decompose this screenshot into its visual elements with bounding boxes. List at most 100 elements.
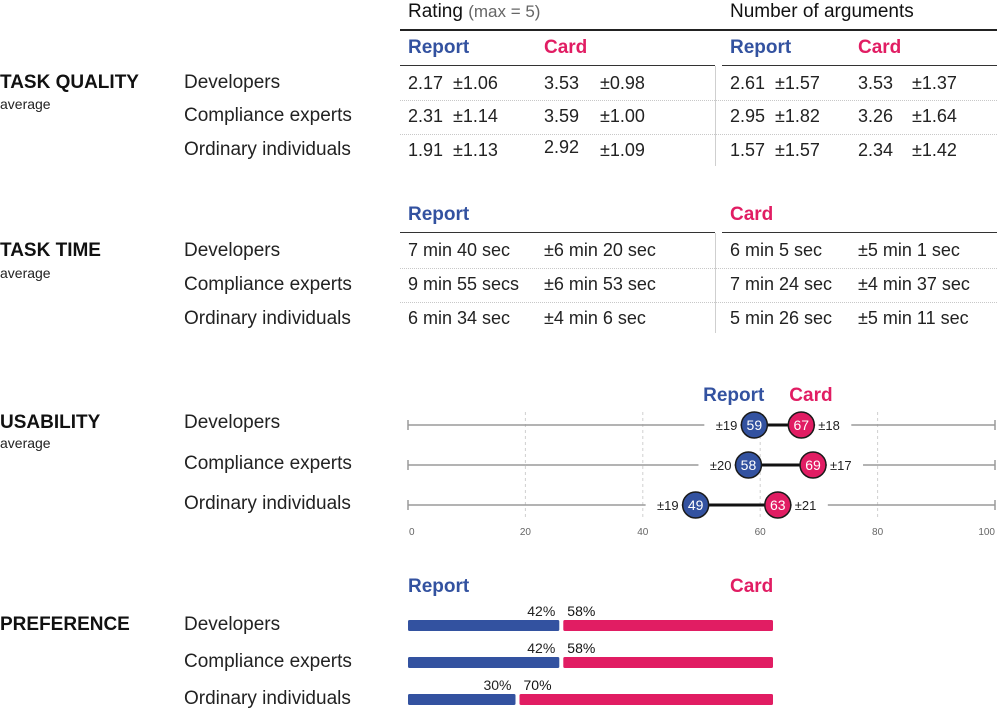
usability-report-dot [681, 491, 710, 519]
preference-card-label: Card [730, 576, 774, 597]
task-time-subtitle: average [0, 265, 51, 281]
usability-legend-card: Card [789, 385, 832, 406]
task-quality-subtitle: average [0, 96, 51, 112]
quality-rating-card: 3.59 [544, 106, 580, 126]
preference-card-bar [519, 694, 773, 705]
usability-card-dot [799, 451, 827, 479]
quality-rating-card: 3.53 [544, 73, 580, 93]
usability-report-dot [734, 451, 763, 479]
quality-rating-card-sd: ±1.09 [600, 140, 645, 160]
time-card-sd: ±4 min 37 sec [858, 274, 970, 294]
usability-legend-report: Report [703, 385, 765, 406]
rating-card-label: Card [544, 37, 588, 58]
quality-rating-report: 2.31 [408, 106, 444, 126]
usability-tick-label: 60 [755, 527, 767, 538]
quality-rating-report: 2.17 [408, 73, 444, 93]
task-time-title: TASK TIME [0, 240, 101, 261]
arguments-header: Number of arguments [730, 1, 914, 22]
row-divider [400, 302, 997, 304]
quality-rating-report: 1.91 [408, 140, 444, 160]
quality-rating-card-sd: ±0.98 [600, 73, 645, 93]
time-group-ordinary: Ordinary individuals [184, 308, 351, 329]
usability-chart: Report Card 0 20 40 60 80 100 ±19 ±18 59 67 ±20 ±17 58… [407, 385, 996, 538]
rating-header-note: (max = 5) [468, 2, 541, 21]
time-column-separator [715, 233, 716, 333]
args-card-label: Card [858, 37, 902, 58]
time-report-sd: ±4 min 6 sec [544, 308, 646, 328]
time-card: 5 min 26 sec [730, 308, 833, 328]
usability-subtitle: average [0, 435, 51, 451]
quality-args-report: 2.61 [730, 73, 766, 93]
preference-report-bar [408, 657, 560, 668]
rating-header-label: Rating [408, 1, 463, 22]
time-report-label: Report [408, 204, 470, 225]
usability-report-sd-label: ±19 [716, 418, 738, 433]
time-report: 9 min 55 secs [408, 274, 520, 294]
quality-rule-left [400, 65, 715, 66]
usability-label-bg [704, 416, 741, 434]
usability-card-dot [764, 491, 792, 519]
preference-group-developers: Developers [184, 614, 281, 635]
usability-report-dot [740, 411, 769, 439]
quality-args-card: 2.34 [858, 140, 894, 160]
usability-tick-label: 0 [409, 527, 415, 538]
usability-report-sd-label: ±20 [710, 458, 732, 473]
quality-args-report-sd: ±1.57 [775, 73, 820, 93]
usability-group-developers: Developers [184, 412, 281, 433]
quality-rating-card: 2.92 [544, 137, 580, 157]
usability-card-sd-label: ±17 [830, 458, 852, 473]
usability-tick-label: 20 [520, 527, 532, 538]
quality-args-card: 3.53 [858, 73, 894, 93]
preference-card-bar [563, 620, 773, 631]
usability-tick-label: 100 [978, 527, 995, 538]
preference-card-label: 58% [567, 603, 595, 619]
quality-args-report: 1.57 [730, 140, 766, 160]
usability-card-value: 63 [770, 497, 786, 513]
usability-tick-label: 80 [872, 527, 884, 538]
preference-report-label: Report [408, 576, 470, 597]
usability-group-ordinary: Ordinary individuals [184, 493, 351, 514]
preference-report-bar [408, 694, 516, 705]
usability-label-bg [815, 416, 852, 434]
quality-rating-report-sd: ±1.14 [453, 106, 498, 126]
usability-group-compliance: Compliance experts [184, 453, 352, 474]
preference-chart: 42% 58% 42% 58% 30% 70% [408, 603, 773, 705]
usability-label-bg [698, 456, 735, 474]
usability-report-value: 49 [688, 497, 704, 513]
header-rule [400, 29, 997, 31]
usability-report-value: 58 [741, 457, 757, 473]
quality-column-separator [715, 66, 716, 166]
usability-title: USABILITY [0, 412, 101, 433]
time-card: 7 min 24 sec [730, 274, 833, 294]
preference-title: PREFERENCE [0, 614, 130, 635]
time-report: 6 min 34 sec [408, 308, 511, 328]
usability-card-sd-label: ±18 [818, 418, 840, 433]
quality-rating-card-sd: ±1.00 [600, 106, 645, 126]
time-rule-left [400, 232, 715, 233]
quality-args-card-sd: ±1.64 [912, 106, 957, 126]
preference-card-bar [563, 657, 773, 668]
task-quality-title: TASK QUALITY [0, 72, 139, 93]
quality-args-card-sd: ±1.42 [912, 140, 957, 160]
row-divider [400, 268, 997, 270]
preference-card-label: 70% [524, 677, 552, 693]
usability-card-sd-label: ±21 [795, 498, 817, 513]
quality-group-developers: Developers [184, 72, 281, 93]
time-card-label: Card [730, 204, 774, 225]
row-divider [400, 134, 997, 136]
rating-report-label: Report [408, 37, 470, 58]
preference-group-compliance: Compliance experts [184, 651, 352, 672]
usability-report-value: 59 [747, 417, 763, 433]
time-card-sd: ±5 min 1 sec [858, 240, 960, 260]
args-report-label: Report [730, 37, 792, 58]
preference-report-label: 42% [527, 640, 555, 656]
quality-group-compliance: Compliance experts [184, 105, 352, 126]
time-group-compliance: Compliance experts [184, 274, 352, 295]
usability-card-value: 67 [794, 417, 810, 433]
time-group-developers: Developers [184, 240, 281, 261]
quality-rating-report-sd: ±1.06 [453, 73, 498, 93]
quality-rule-right [722, 65, 997, 66]
quality-args-card: 3.26 [858, 106, 894, 126]
usability-label-bg [827, 456, 864, 474]
quality-rating-report-sd: ±1.13 [453, 140, 498, 160]
